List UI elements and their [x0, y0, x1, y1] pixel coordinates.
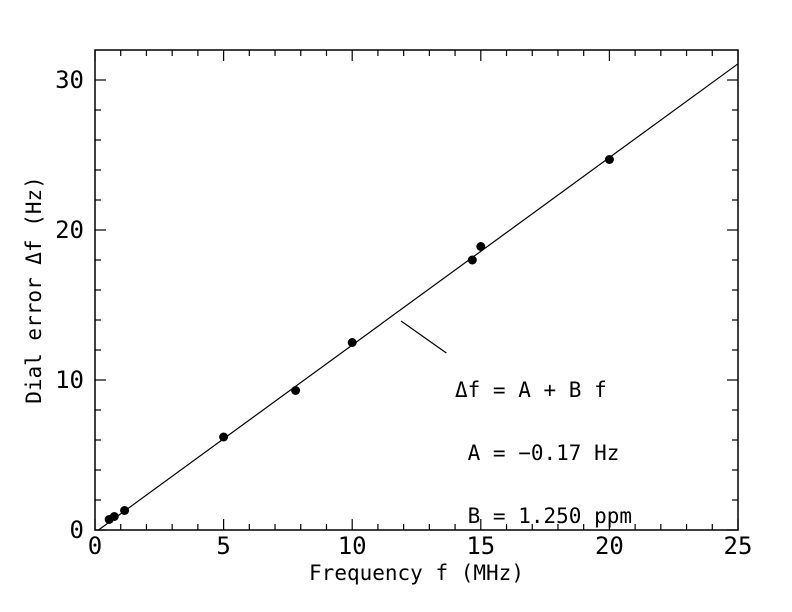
data-point: [604, 155, 614, 164]
y-tick-label: 30: [55, 66, 84, 94]
y-axis-title: Dial error Δf (Hz): [22, 176, 46, 404]
x-tick-label: 0: [88, 532, 102, 560]
data-point: [109, 512, 119, 521]
y-tick-label: 10: [55, 366, 84, 394]
x-tick-label: 15: [466, 532, 495, 560]
annotation-leader-line: [400, 320, 447, 354]
data-point: [467, 255, 477, 265]
plot-border: [94, 49, 739, 531]
x-tick-label: 5: [216, 532, 230, 560]
x-tick-label: 25: [724, 532, 753, 560]
data-point: [347, 338, 357, 347]
fit-slope-line: B = 1.250 ppm: [455, 504, 633, 528]
y-tick-label: 0: [70, 516, 84, 544]
y-tick-label: 20: [55, 216, 84, 244]
x-axis-title: Frequency f (MHz): [309, 561, 524, 585]
fit-line: [98, 63, 739, 531]
data-point: [291, 386, 301, 395]
fit-intercept-line: A = −0.17 Hz: [455, 441, 620, 465]
data-point: [219, 432, 229, 442]
x-tick-label: 10: [338, 532, 367, 560]
data-point: [476, 242, 486, 251]
fit-annotation: Δf = A + B f A = −0.17 Hz B = 1.250 ppm: [455, 338, 632, 569]
x-tick-label: 20: [595, 532, 624, 560]
fit-equation-line: Δf = A + B f: [455, 378, 607, 402]
data-point: [120, 506, 130, 515]
